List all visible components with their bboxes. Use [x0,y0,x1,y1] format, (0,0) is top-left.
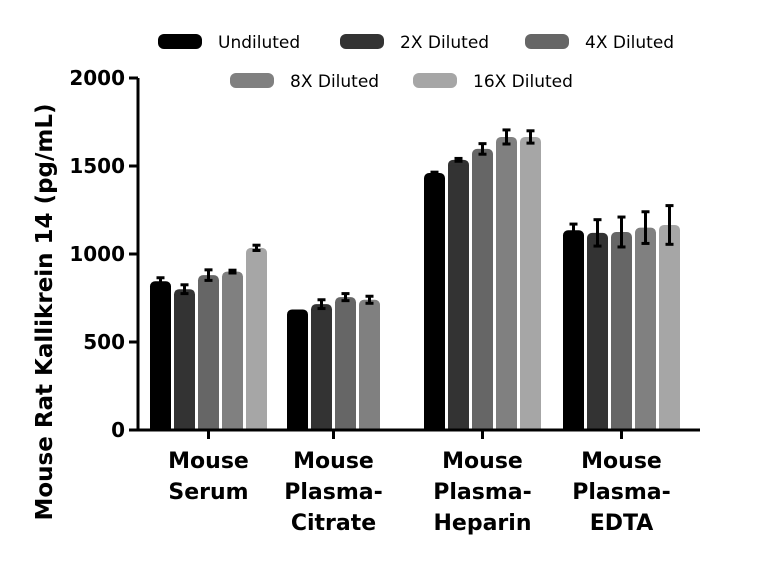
legend-label: 4X Diluted [585,33,674,53]
bar-base [174,295,195,430]
bars [150,128,680,431]
bar-base [563,236,584,430]
bar-base [635,233,656,430]
legend-label: 16X Diluted [473,72,573,92]
x-tick-label: Plasma- [572,480,671,505]
x-tick-label: EDTA [590,511,654,536]
bar-base [150,287,171,430]
legend-swatch [158,34,202,49]
legend-swatch [230,73,274,88]
bar-base [198,281,219,430]
x-tick-label: Citrate [291,511,376,536]
x-tick-label: Mouse [293,449,374,474]
y-tick-label: 500 [83,330,125,354]
x-tick-label: Plasma- [433,480,532,505]
legend-label: 8X Diluted [290,72,379,92]
y-tick-label: 1500 [69,154,125,178]
bar-base [587,238,608,430]
bar-base [520,142,541,430]
x-tick-label: Heparin [434,511,532,536]
bar-base [246,253,267,430]
y-tick-label: 1000 [69,242,125,266]
x-tick-label: Plasma- [284,480,383,505]
bar-base [222,277,243,430]
legend-swatch [413,73,457,88]
x-tick-label: Serum [168,480,248,505]
x-axis: Mouse Serum Mouse Plasma- Citrate Mouse Plasma… [137,428,700,536]
y-axis: 0 500 1000 1500 2000 [69,66,140,442]
legend-label: Undiluted [218,33,300,53]
legend-swatch [525,34,569,49]
bar-base [448,165,469,430]
legend-swatch [340,34,384,49]
bar-base [311,310,332,430]
y-axis-label: Mouse Rat Kallikrein 14 (pg/mL) [32,103,58,520]
bar-base [659,230,680,430]
y-tick-label: 2000 [69,66,125,90]
bar-base [496,142,517,430]
x-tick-label: Mouse [581,449,662,474]
x-tick-label: Mouse [442,449,523,474]
bar-base [335,303,356,430]
legend-label: 2X Diluted [400,33,489,53]
legend: Undiluted 2X Diluted 4X Diluted 8X Diluted 1… [158,33,674,92]
bar-base [424,179,445,430]
bar-base [472,154,493,431]
bar-base [359,305,380,430]
x-tick-label: Mouse [168,449,249,474]
bar-base [287,315,308,430]
y-tick-label: 0 [111,418,125,442]
bar-base [611,238,632,430]
